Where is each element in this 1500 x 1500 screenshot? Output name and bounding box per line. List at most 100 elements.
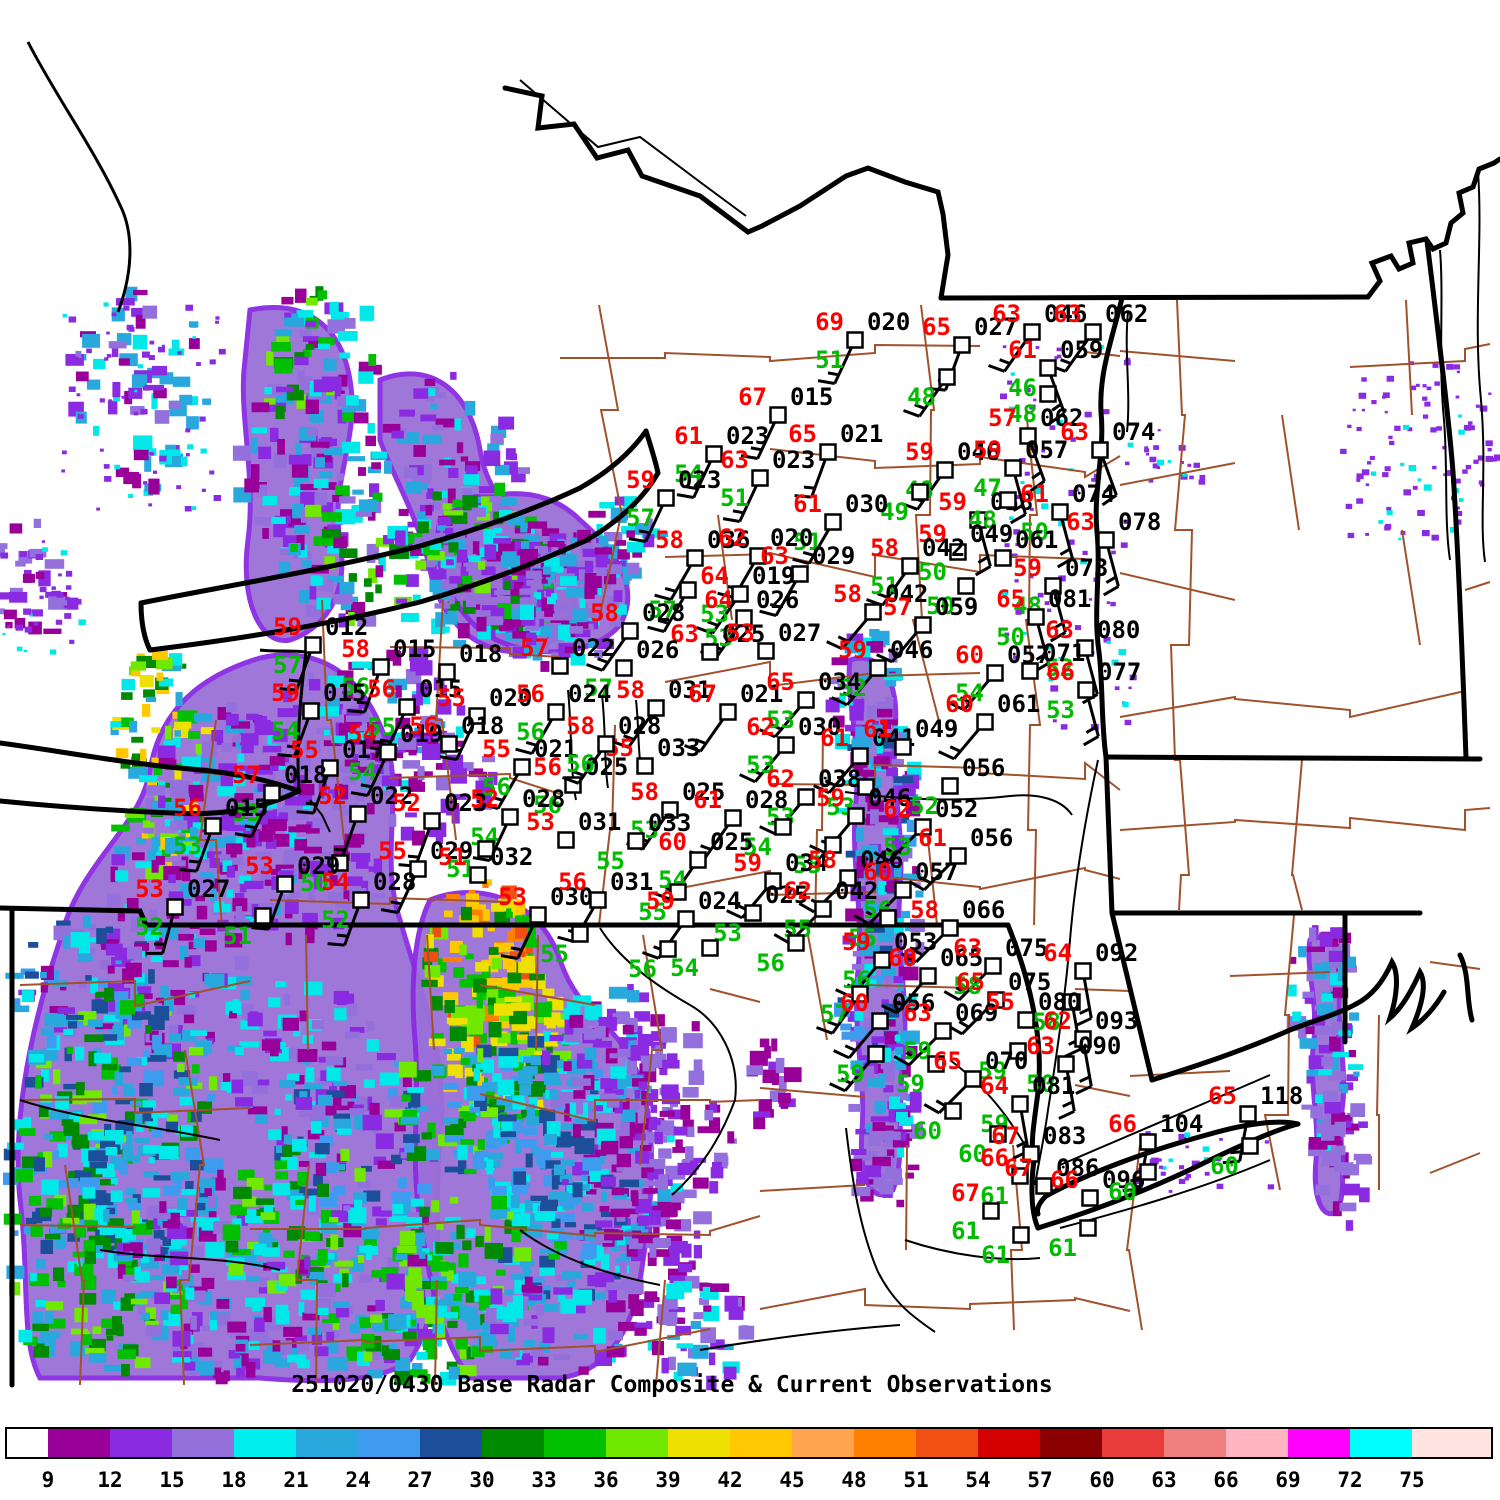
temperature-value: 63 [1066, 508, 1095, 536]
station-marker [1074, 1030, 1092, 1048]
wind-barb-tick [955, 986, 967, 995]
station-plot: 60 [913, 1102, 962, 1145]
station-marker [677, 910, 695, 928]
pressure-value: 021 [840, 420, 883, 448]
wind-barb-tick [829, 1082, 846, 1093]
wind-barb-tick [722, 517, 740, 523]
wind-barb-tick [881, 1004, 898, 1015]
temperature-value: 57 [520, 634, 549, 662]
pressure-value: 020 [867, 308, 910, 336]
pressure-value: 015 [225, 794, 268, 822]
station-marker [867, 1045, 885, 1063]
temperature-value: 59 [816, 784, 845, 812]
pressure-value: 075 [1005, 934, 1048, 962]
temperature-value: 62 [783, 877, 812, 905]
station-marker [1017, 1011, 1035, 1029]
station-plot: 056 52 [910, 754, 1005, 820]
dewpoint-value: 52 [1045, 654, 1074, 682]
temperature-value: 60 [840, 989, 869, 1017]
pressure-value: 012 [325, 613, 368, 641]
station-marker [894, 881, 912, 899]
station-plot: 61 074 50 [1020, 480, 1115, 569]
colorbar-segment [916, 1428, 978, 1458]
pressure-value: 066 [962, 896, 1005, 924]
wind-barb-tick [286, 744, 299, 749]
pressure-value: 027 [974, 313, 1017, 341]
station-plot: 67 083 [991, 1122, 1086, 1163]
temperature-value: 65 [956, 968, 985, 996]
temperature-value: 65 [922, 313, 951, 341]
wind-barb-tick [234, 832, 252, 838]
station-plot: 63 090 50 [1026, 1032, 1121, 1120]
temperature-value: 52 [318, 782, 347, 810]
station-marker [871, 1012, 889, 1030]
dewpoint-value: 51 [870, 572, 899, 600]
wind-barb-tick [831, 696, 848, 707]
dewpoint-value: 51 [815, 346, 844, 374]
station-marker [659, 940, 677, 958]
wind-barb-tick [815, 1026, 834, 1035]
station-marker [1077, 681, 1095, 699]
station-marker [819, 443, 837, 461]
station-plot: 61 056 [908, 824, 1013, 892]
temperature-value: 65 [766, 668, 795, 696]
station-marker [551, 657, 569, 675]
station-marker [254, 907, 272, 925]
wind-barb-tick [654, 593, 672, 602]
station-plot: 53 027 52 [135, 875, 230, 955]
temperature-value: 60 [658, 828, 687, 856]
station-plot: 65 075 [946, 968, 1051, 1036]
station-marker [438, 663, 456, 681]
station-plot: 51 032 [438, 843, 533, 884]
wind-barb-tick [1102, 585, 1120, 597]
colorbar-segment [420, 1428, 482, 1458]
station-plot: 49 [880, 483, 929, 526]
station-marker [263, 784, 281, 802]
station-marker [372, 658, 390, 676]
station-marker [352, 891, 370, 909]
station-marker [824, 513, 842, 531]
colorbar-label: 18 [221, 1468, 246, 1492]
station-marker [468, 707, 486, 725]
radar-echo-layer [0, 286, 1500, 1391]
station-plot: 63 075 58 [943, 934, 1048, 1002]
temperature-value: 58 [910, 896, 939, 924]
temperature-value: 66 [1108, 1110, 1137, 1138]
station-plot: 63 023 51 [720, 446, 815, 523]
station-marker [969, 511, 987, 529]
temperature-value: 58 [833, 580, 862, 608]
temperature-value: 62 [1043, 1007, 1072, 1035]
station-marker [744, 904, 762, 922]
wind-barb-tick [750, 446, 763, 452]
station-marker [941, 777, 959, 795]
pressure-value: 031 [610, 868, 653, 896]
colorbar-label: 51 [903, 1468, 928, 1492]
station-marker [839, 869, 857, 887]
temperature-value: 61 [918, 824, 947, 852]
station-plot: 61 028 [688, 786, 788, 859]
wind-barb-tick [887, 648, 899, 656]
dewpoint-value: 56 [482, 773, 511, 801]
wind-barb-tick [759, 825, 776, 836]
wind-barb-tick [977, 555, 989, 564]
station-plot: 59 046 52 [831, 636, 933, 707]
station-plot: 59 [829, 1045, 885, 1093]
station-marker [597, 735, 615, 753]
dewpoint-value: 49 [880, 498, 909, 526]
station-marker [934, 1022, 952, 1040]
temperature-value: 58 [630, 778, 659, 806]
temperature-value: 59 [1013, 554, 1042, 582]
wind-barb-tick [1082, 735, 1100, 747]
temperature-value: 60 [955, 641, 984, 669]
station-plot: 59 [978, 1042, 1027, 1085]
pressure-value: 074 [1112, 418, 1155, 446]
station-marker [1004, 459, 1022, 477]
wind-barb-tick [356, 700, 369, 705]
wind-barb-tick [902, 409, 921, 418]
colorbar-segment [296, 1428, 358, 1458]
station-marker [944, 1102, 962, 1120]
pressure-value: 059 [935, 593, 978, 621]
station-marker [797, 691, 815, 709]
station-plot: 55 [793, 836, 842, 879]
